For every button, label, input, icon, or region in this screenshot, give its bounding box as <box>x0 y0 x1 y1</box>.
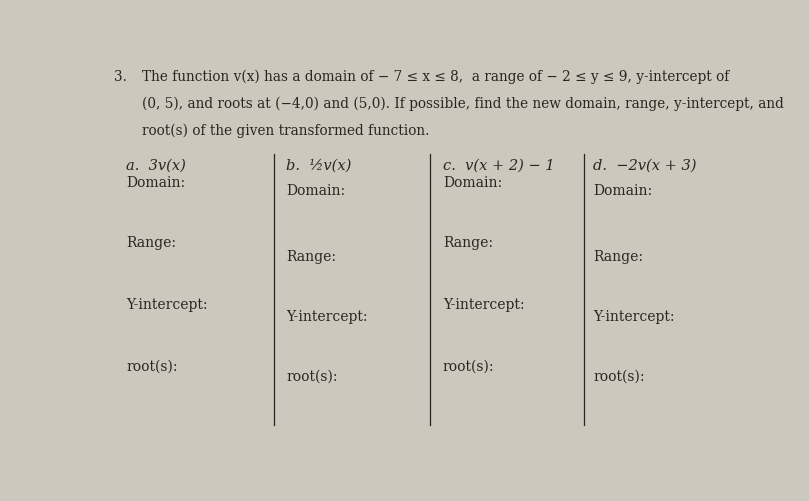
Text: d.  −2v(x + 3): d. −2v(x + 3) <box>593 158 697 172</box>
Text: Range:: Range: <box>443 235 493 249</box>
Text: 3.: 3. <box>113 70 126 84</box>
Text: c.  v(x + 2) − 1: c. v(x + 2) − 1 <box>443 158 554 172</box>
Text: b.  ½v(x): b. ½v(x) <box>286 158 351 172</box>
Text: Y-intercept:: Y-intercept: <box>593 309 675 323</box>
Text: a.  3v(x): a. 3v(x) <box>126 158 186 172</box>
Text: Domain:: Domain: <box>443 176 502 190</box>
Text: Domain:: Domain: <box>126 176 185 190</box>
Text: root(s) of the given transformed function.: root(s) of the given transformed functio… <box>142 124 430 138</box>
Text: root(s):: root(s): <box>126 359 178 373</box>
Text: Range:: Range: <box>126 235 176 249</box>
Text: The function v(x) has a domain of − 7 ≤ x ≤ 8,  a range of − 2 ≤ y ≤ 9, y-interc: The function v(x) has a domain of − 7 ≤ … <box>142 70 729 84</box>
Text: Y-intercept:: Y-intercept: <box>126 298 208 311</box>
Text: Y-intercept:: Y-intercept: <box>286 309 367 323</box>
Text: Domain:: Domain: <box>593 183 652 197</box>
Text: Range:: Range: <box>286 249 336 263</box>
Text: Y-intercept:: Y-intercept: <box>443 298 524 311</box>
Text: Range:: Range: <box>593 249 643 263</box>
Text: Domain:: Domain: <box>286 183 345 197</box>
Text: root(s):: root(s): <box>286 369 337 383</box>
Text: (0, 5), and roots at (−4,0) and (5,0). If possible, find the new domain, range, : (0, 5), and roots at (−4,0) and (5,0). I… <box>142 97 784 111</box>
Text: root(s):: root(s): <box>593 369 645 383</box>
Text: root(s):: root(s): <box>443 359 494 373</box>
